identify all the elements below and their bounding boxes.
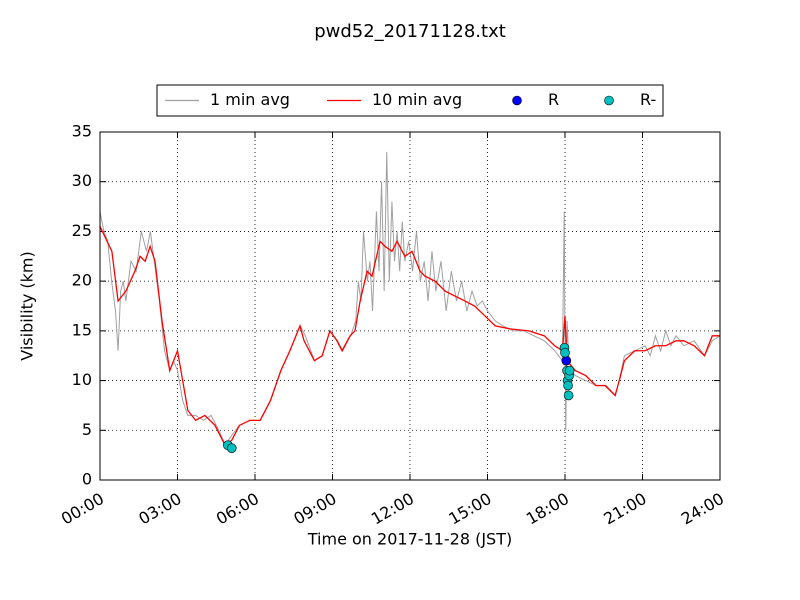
series-line (99, 151, 721, 447)
plot-background (100, 132, 720, 480)
data-point (563, 390, 574, 401)
y-tick-label: 0 (82, 470, 92, 489)
y-tick-label: 35 (72, 122, 92, 141)
y-tick-label: 30 (72, 171, 92, 190)
legend-label: R- (640, 90, 656, 109)
y-tick-label: 10 (72, 370, 92, 389)
y-tick-label: 15 (72, 320, 92, 339)
data-point (560, 347, 570, 358)
legend-swatch (512, 95, 522, 106)
data-point (563, 380, 573, 391)
data-point (561, 355, 572, 366)
x-axis-label: Time on 2017-11-28 (JST) (307, 530, 512, 549)
x-tick-label: 00:00 (58, 489, 107, 529)
x-tick-label: 18:00 (523, 489, 572, 529)
y-axis-label: Visibility (km) (18, 251, 37, 360)
x-tick-label: 09:00 (290, 489, 339, 529)
legend-label: 1 min avg (210, 90, 290, 109)
data-point (226, 443, 237, 453)
x-tick-label: 12:00 (368, 489, 417, 529)
legend-label: 10 min avg (372, 90, 462, 109)
x-tick-label: 24:00 (678, 489, 727, 529)
legend-box (156, 84, 664, 117)
legend-label: R (548, 90, 559, 109)
x-tick-label: 15:00 (445, 489, 494, 529)
y-tick-label: 20 (72, 271, 92, 290)
series-line (99, 226, 720, 447)
x-tick-label: 21:00 (600, 489, 649, 529)
y-tick-label: 25 (72, 221, 92, 240)
data-point (564, 365, 575, 376)
legend-swatch (604, 95, 614, 106)
x-tick-label: 03:00 (135, 489, 184, 529)
chart-title: pwd52_20171128.txt (314, 21, 506, 42)
plot-frame (99, 131, 721, 481)
x-tick-label: 06:00 (213, 489, 262, 529)
y-tick-label: 5 (82, 420, 92, 439)
